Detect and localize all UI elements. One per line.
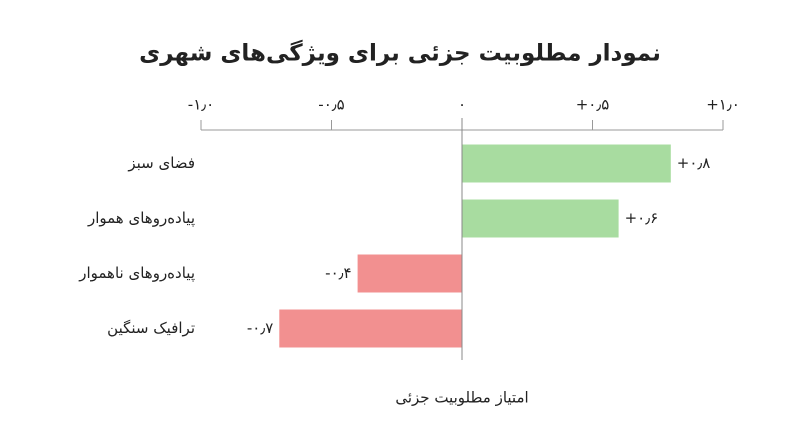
bar [462, 144, 671, 183]
y-tick-label: ترافیک سنگین [107, 319, 195, 337]
x-axis-label: امتیاز مطلوبیت جزئی [395, 389, 528, 407]
bar [279, 309, 462, 348]
y-tick-label: پیاده‌روهای هموار [87, 209, 195, 228]
x-tick-label: +۰٫۵ [576, 96, 610, 114]
value-label: +۰٫۸ [677, 154, 711, 172]
value-label: +۰٫۶ [625, 209, 659, 227]
value-label: -۰٫۷ [247, 319, 273, 337]
chart-title: نمودار مطلوبیت جزئی برای ویژگی‌های شهری [139, 40, 661, 67]
y-tick-label: فضای سبز [127, 154, 195, 172]
y-tick-label: پیاده‌روهای ناهموار [78, 264, 195, 283]
x-tick-label: ۰ [458, 96, 466, 114]
bar [462, 199, 619, 238]
x-tick-label: +۱٫۰ [706, 96, 740, 114]
bar [357, 254, 462, 293]
x-tick-label: -۱٫۰ [188, 96, 214, 114]
value-label: -۰٫۴ [325, 264, 351, 282]
x-tick-label: -۰٫۵ [318, 96, 344, 114]
